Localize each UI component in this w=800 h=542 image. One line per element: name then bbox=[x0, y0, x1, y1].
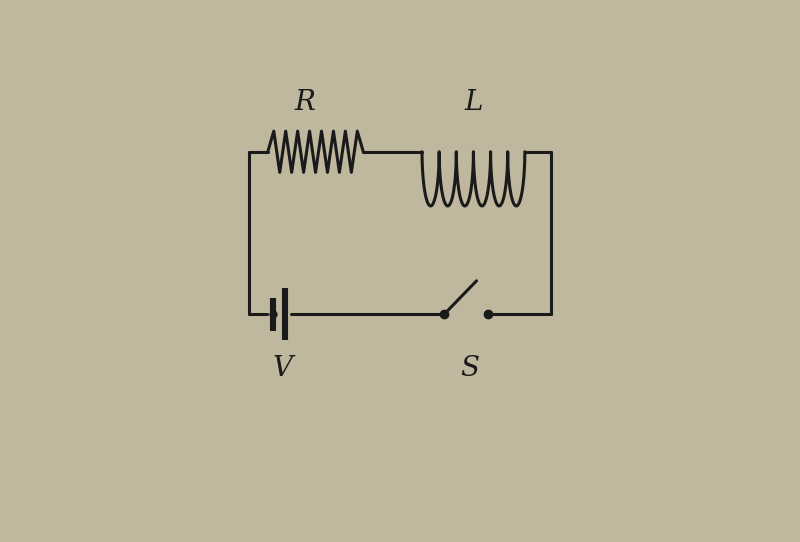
Text: S: S bbox=[460, 355, 479, 382]
Text: L: L bbox=[464, 89, 482, 117]
Text: R: R bbox=[294, 89, 315, 117]
Text: V: V bbox=[273, 355, 293, 382]
